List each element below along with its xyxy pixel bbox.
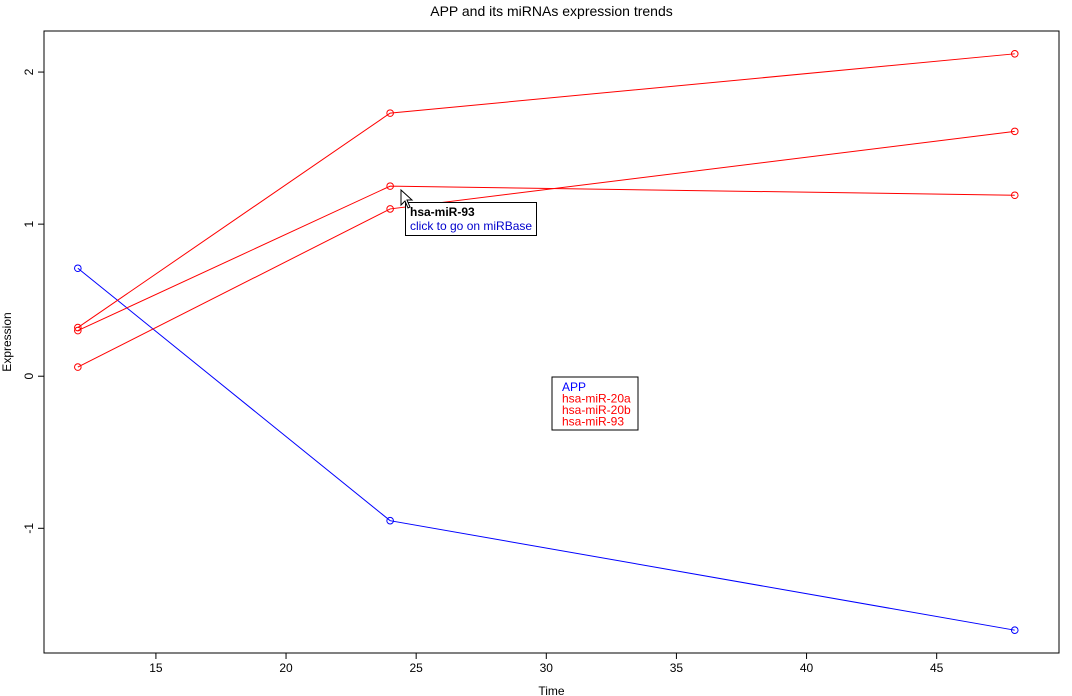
data-point xyxy=(74,326,82,335)
y-tick-label: 0 xyxy=(22,373,36,380)
data-point xyxy=(386,109,394,117)
data-point xyxy=(1010,626,1019,634)
mouse-pointer-icon xyxy=(400,189,414,209)
data-point xyxy=(74,323,82,332)
data-point xyxy=(386,516,394,525)
y-axis-label: Expression xyxy=(0,312,14,371)
series-line xyxy=(77,53,1015,328)
x-tick-label: 45 xyxy=(930,661,944,675)
plot-frame xyxy=(43,30,1060,654)
tooltip-title: hsa-miR-93 xyxy=(410,205,475,219)
y-tick-label: 2 xyxy=(22,68,36,75)
series-line xyxy=(77,185,1015,332)
series-tooltip[interactable]: hsa-miR-93 click to go on miRBase xyxy=(405,202,538,236)
data-point xyxy=(74,264,82,273)
legend-entry: APP xyxy=(562,380,586,394)
data-point xyxy=(1010,191,1019,200)
data-point xyxy=(386,205,394,213)
chart-title: APP and its miRNAs expression trends xyxy=(430,3,673,19)
y-tick-label: 1 xyxy=(22,220,36,227)
tooltip-mirbase-link[interactable]: click to go on miRBase xyxy=(410,219,533,233)
legend-entry: hsa-miR-93 xyxy=(562,415,624,429)
x-tick-label: 25 xyxy=(409,661,423,675)
x-tick-label: 15 xyxy=(149,661,163,675)
x-tick-label: 35 xyxy=(670,661,684,675)
data-point xyxy=(1010,127,1019,136)
x-tick-label: 40 xyxy=(800,661,814,675)
x-axis-label: Time xyxy=(538,684,565,696)
legend-entry: hsa-miR-20a xyxy=(562,392,631,406)
data-point xyxy=(386,182,394,190)
data-point xyxy=(1010,50,1019,58)
series-line xyxy=(77,130,1015,368)
x-tick-label: 30 xyxy=(540,661,554,675)
x-tick-label: 20 xyxy=(279,661,293,675)
legend-entry: hsa-miR-20b xyxy=(562,403,631,417)
y-tick-label: -1 xyxy=(22,523,36,534)
series-line xyxy=(77,267,1015,631)
data-point xyxy=(74,363,82,371)
legend-box xyxy=(551,376,639,431)
